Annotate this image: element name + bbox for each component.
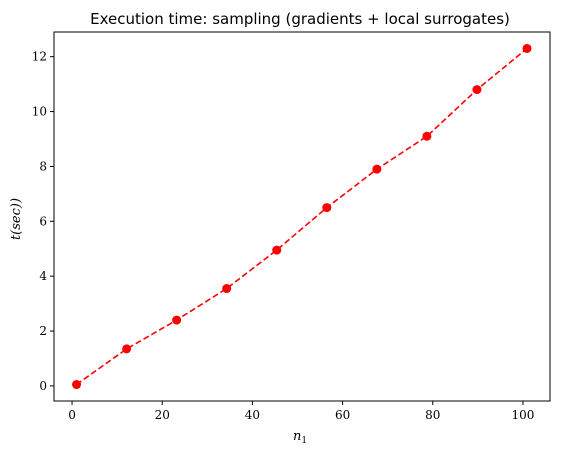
y-tick-label: 2 [39,324,47,338]
series-line [76,47,528,386]
data-point [372,164,382,174]
y-axis-ticks: 0 2 4 6 8 10 12 [32,50,54,393]
x-tick-label: 60 [335,408,350,422]
y-tick-label: 6 [39,214,47,228]
y-tick-label: 4 [39,269,47,283]
data-point [172,315,182,325]
x-tick-label: 100 [511,408,534,422]
y-tick-label: 0 [39,379,47,393]
data-point [522,43,532,53]
y-tick-label: 8 [39,159,47,173]
data-point [122,344,132,354]
data-point [472,85,482,95]
y-axis-label: t(sec)) [9,198,24,240]
series-layer [72,43,532,390]
data-point [72,380,82,390]
data-point [272,245,282,255]
x-tick-label: 0 [68,408,76,422]
data-point [322,203,332,213]
plot-area [54,32,550,401]
y-tick-label: 10 [32,105,47,119]
y-tick-label: 12 [32,50,47,64]
x-axis-label-subscript: 1 [301,436,307,446]
plot-frame [53,31,551,402]
x-axis-ticks: 0 20 40 60 80 100 [68,401,534,422]
x-tick-label: 80 [425,408,440,422]
x-axis-label-main: n [293,429,301,444]
x-axis-label: n1 [293,429,307,446]
chart-title: Execution time: sampling (gradients + lo… [90,10,510,28]
data-point [222,284,232,294]
data-point [422,131,432,141]
x-tick-label: 20 [155,408,170,422]
x-tick-label: 40 [245,408,260,422]
